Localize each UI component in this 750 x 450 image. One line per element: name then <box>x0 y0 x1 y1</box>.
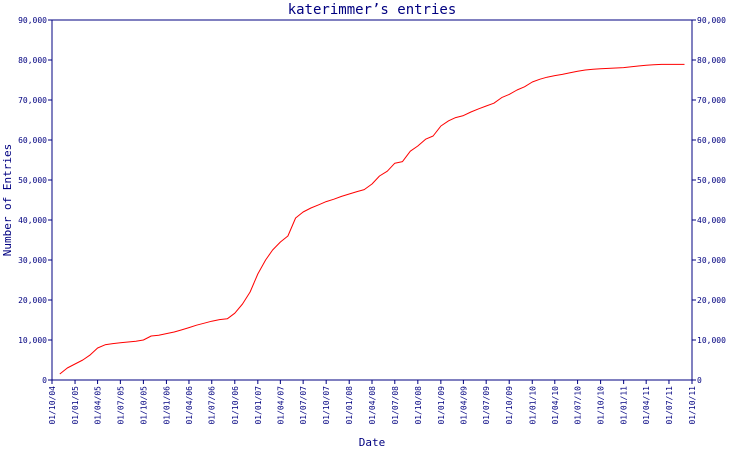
x-tick-label: 01/01/05 <box>71 386 80 425</box>
x-tick-label: 01/04/05 <box>94 386 103 425</box>
y-tick-label-left: 40,000 <box>18 216 47 225</box>
axes <box>51 19 693 381</box>
axis-ticks: 0 0 10,000 10,000 20,000 20,000 30,000 30,000 40… <box>18 16 726 425</box>
x-tick-label: 01/04/06 <box>185 386 194 425</box>
x-tick-label: 01/07/09 <box>482 386 491 425</box>
x-tick-label: 01/10/05 <box>139 386 148 425</box>
y-tick-label-right: 20,000 <box>697 296 726 305</box>
x-tick-label: 01/07/07 <box>299 386 308 425</box>
y-tick-label-right: 40,000 <box>697 216 726 225</box>
y-tick-label-left: 0 <box>42 376 47 385</box>
x-tick-label: 01/01/10 <box>528 386 537 425</box>
y-tick-label-right: 30,000 <box>697 256 726 265</box>
y-tick-label-left: 90,000 <box>18 16 47 25</box>
y-tick-label-right: 10,000 <box>697 336 726 345</box>
y-tick-label-left: 30,000 <box>18 256 47 265</box>
series-line <box>59 63 685 375</box>
series-group <box>59 63 685 375</box>
y-tick-label-left: 70,000 <box>18 96 47 105</box>
x-tick-label: 01/01/07 <box>254 386 263 425</box>
x-tick-label: 01/01/09 <box>437 386 446 425</box>
x-tick-label: 01/10/08 <box>414 386 423 425</box>
plot-frame <box>51 19 693 381</box>
x-tick-label: 01/10/10 <box>597 386 606 425</box>
y-tick-label-left: 20,000 <box>18 296 47 305</box>
y-tick-label-right: 80,000 <box>697 56 726 65</box>
y-tick-label-left: 80,000 <box>18 56 47 65</box>
x-tick-label: 01/04/11 <box>642 386 651 425</box>
x-tick-label: 01/04/10 <box>551 386 560 425</box>
y-tick-label-right: 50,000 <box>697 176 726 185</box>
y-tick-label-left: 60,000 <box>18 136 47 145</box>
y-tick-label-right: 70,000 <box>697 96 726 105</box>
x-tick-label: 01/07/11 <box>665 386 674 425</box>
x-tick-label: 01/10/07 <box>322 386 331 425</box>
y-tick-label-left: 10,000 <box>18 336 47 345</box>
x-tick-label: 01/01/08 <box>345 386 354 425</box>
x-tick-label: 01/04/08 <box>368 386 377 425</box>
x-axis-label: Date <box>359 436 386 449</box>
x-tick-label: 01/10/09 <box>505 386 514 425</box>
chart-title: katerimmer’s entries <box>288 2 457 18</box>
x-tick-label: 01/07/06 <box>208 386 217 425</box>
x-tick-label: 01/10/06 <box>231 386 240 425</box>
x-tick-label: 01/01/11 <box>620 386 629 425</box>
y-tick-label-left: 50,000 <box>18 176 47 185</box>
y-tick-label-right: 0 <box>697 376 702 385</box>
x-tick-label: 01/07/10 <box>574 386 583 425</box>
y-axis-label: Number of Entries <box>1 144 14 257</box>
x-tick-label: 01/04/09 <box>459 386 468 425</box>
x-tick-label: 01/07/08 <box>391 386 400 425</box>
x-tick-label: 01/04/07 <box>276 386 285 425</box>
x-tick-label: 01/10/11 <box>688 386 697 425</box>
x-tick-label: 01/10/04 <box>48 386 57 425</box>
x-tick-label: 01/01/06 <box>162 386 171 425</box>
y-tick-label-right: 90,000 <box>697 16 726 25</box>
y-tick-label-right: 60,000 <box>697 136 726 145</box>
x-tick-label: 01/07/05 <box>116 386 125 425</box>
